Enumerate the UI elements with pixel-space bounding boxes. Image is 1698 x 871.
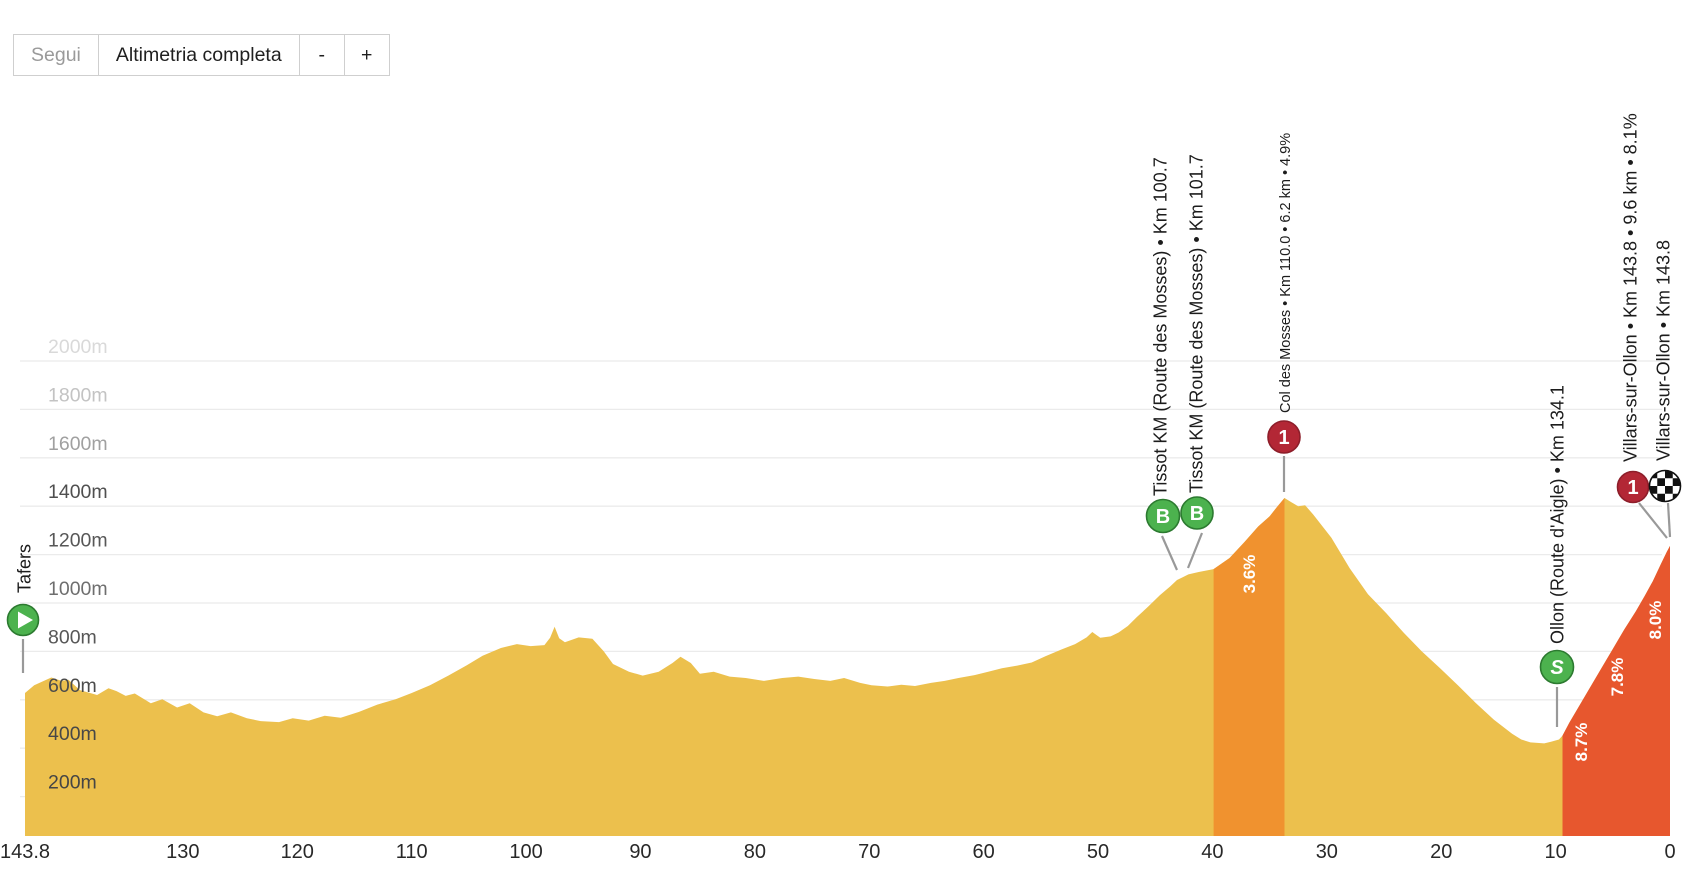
- sprint-glyph: S: [1550, 657, 1564, 679]
- bonus1-label: Tissot KM (Route des Mosses) • Km 100.7: [1150, 157, 1170, 496]
- checker-square: [1665, 471, 1673, 479]
- checker-square: [1650, 471, 1658, 479]
- kom2-glyph: 1: [1627, 477, 1638, 499]
- kom1-label: Col des Mosses • Km 110.0 • 6.2 km • 4.9…: [1278, 133, 1294, 413]
- x-axis-tick-40: 40: [1201, 841, 1223, 863]
- bonus-sprint-icon: [1180, 496, 1214, 530]
- checker-square: [1650, 486, 1658, 494]
- gradient-label-8.0%: 8.0%: [1646, 601, 1665, 640]
- x-axis-tick-80: 80: [744, 841, 766, 863]
- bonus1-connector-line: [1160, 535, 1179, 571]
- play-triangle: [18, 611, 33, 629]
- sprint-icon: [1539, 649, 1575, 685]
- zoom-in-button[interactable]: +: [343, 34, 390, 76]
- x-axis-tick-50: 50: [1087, 841, 1109, 863]
- climb-section-2: [1562, 545, 1670, 836]
- kom2-connector-line: [1638, 502, 1668, 539]
- gradient-label-3.6%: 3.6%: [1240, 555, 1259, 594]
- y-axis-label-2000: 2000m: [48, 336, 108, 358]
- x-axis-tick-90: 90: [629, 841, 651, 863]
- checker-square: [1672, 493, 1680, 501]
- category-1-icon: [1616, 470, 1650, 504]
- y-axis-label-1000: 1000m: [48, 578, 108, 600]
- y-axis-label-400: 400m: [48, 723, 97, 745]
- kom2-label: Villars-sur-Ollon • Km 143.8 • 9.6 km • …: [1620, 113, 1640, 462]
- kom1-glyph: 1: [1278, 427, 1289, 449]
- x-axis-tick-60: 60: [973, 841, 995, 863]
- zoom-out-button[interactable]: -: [298, 34, 345, 76]
- x-axis-tick-10: 10: [1544, 841, 1566, 863]
- checker-square: [1657, 478, 1665, 486]
- x-axis-tick-20: 20: [1430, 841, 1452, 863]
- bonus2-glyph: B: [1190, 503, 1204, 525]
- bonus2-connector-line: [1186, 532, 1204, 569]
- y-axis-label-1200: 1200m: [48, 530, 108, 552]
- y-axis-label-1800: 1800m: [48, 384, 108, 406]
- x-axis-tick-110: 110: [396, 841, 428, 863]
- profile-toolbar: Segui Altimetria completa - +: [13, 34, 390, 76]
- checker-square: [1665, 486, 1673, 494]
- profile-type-select[interactable]: Altimetria completa: [97, 34, 300, 76]
- x-axis-tick-70: 70: [858, 841, 880, 863]
- x-axis-tick-0: 0: [1664, 841, 1675, 863]
- y-axis-label-1400: 1400m: [48, 481, 108, 503]
- checker-square: [1657, 493, 1665, 501]
- gradient-label-8.7%: 8.7%: [1572, 723, 1591, 762]
- follow-button[interactable]: Segui: [13, 34, 99, 76]
- category-1-icon: [1267, 420, 1301, 454]
- y-axis-label-800: 800m: [48, 626, 97, 648]
- y-axis-label-200: 200m: [48, 772, 97, 794]
- checker-square: [1672, 478, 1680, 486]
- climb-section-1: [1213, 498, 1285, 836]
- finish-connector-line: [1666, 502, 1672, 538]
- y-axis-label-1600: 1600m: [48, 433, 108, 455]
- bonus-sprint-icon: [1145, 498, 1181, 534]
- x-axis-tick-100: 100: [509, 841, 542, 863]
- x-axis-tick-120: 120: [281, 841, 314, 863]
- x-axis-tick-30: 30: [1316, 841, 1338, 863]
- finish-label: Villars-sur-Ollon • Km 143.8: [1653, 240, 1673, 461]
- y-axis-label-600: 600m: [48, 675, 97, 697]
- bonus2-label: Tissot KM (Route des Mosses) • Km 101.7: [1186, 154, 1206, 493]
- x-axis-tick-143.8: 143.8: [0, 841, 50, 863]
- sprint-label: Ollon (Route d'Aigle) • Km 134.1: [1547, 385, 1567, 644]
- gradient-label-7.8%: 7.8%: [1608, 658, 1627, 697]
- start-label: Tafers: [14, 544, 34, 593]
- elevation-area: [25, 498, 1670, 836]
- bonus1-glyph: B: [1156, 506, 1170, 528]
- x-axis-tick-130: 130: [166, 841, 199, 863]
